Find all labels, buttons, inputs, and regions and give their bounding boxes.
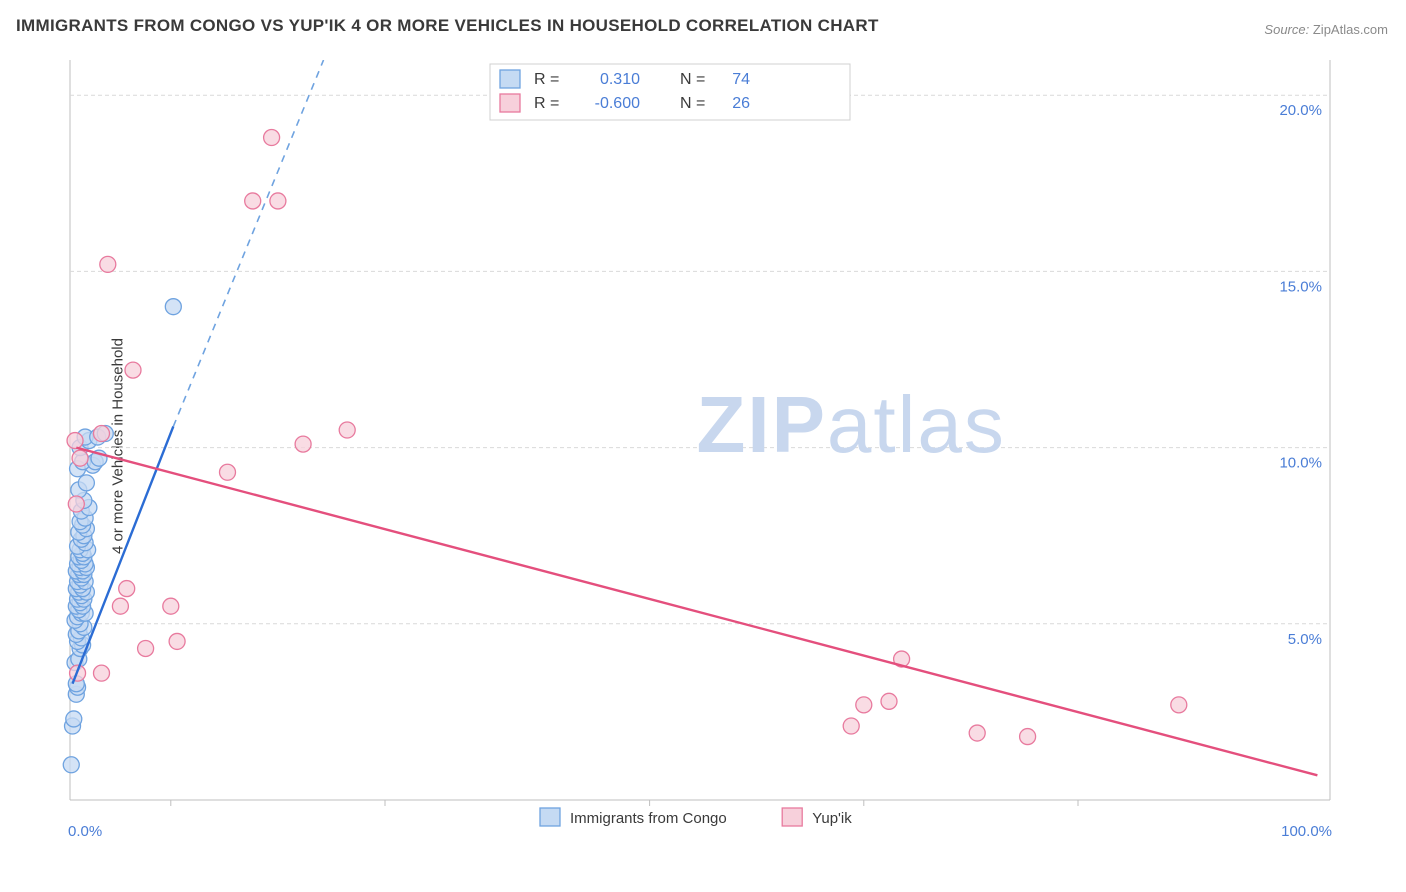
source-attribution: Source: ZipAtlas.com xyxy=(1264,22,1388,37)
svg-text:26: 26 xyxy=(732,95,750,112)
svg-text:100.0%: 100.0% xyxy=(1281,823,1332,840)
source-value: ZipAtlas.com xyxy=(1313,22,1388,37)
svg-text:-0.600: -0.600 xyxy=(595,95,640,112)
chart-svg: 5.0% 10.0% 15.0% 20.0% 0.0% 100.0% ZIPatlas R =… xyxy=(50,60,1350,860)
svg-text:N =: N = xyxy=(680,95,705,112)
svg-text:ZIPatlas: ZIPatlas xyxy=(696,380,1005,469)
svg-text:0.0%: 0.0% xyxy=(68,823,102,840)
svg-text:20.0%: 20.0% xyxy=(1279,102,1322,119)
svg-text:0.310: 0.310 xyxy=(600,71,640,88)
svg-text:Yup'ik: Yup'ik xyxy=(812,810,852,827)
svg-text:15.0%: 15.0% xyxy=(1279,278,1322,295)
svg-text:10.0%: 10.0% xyxy=(1279,455,1322,472)
correlation-chart: 5.0% 10.0% 15.0% 20.0% 0.0% 100.0% ZIPatlas R =… xyxy=(50,60,1350,840)
svg-text:R =: R = xyxy=(534,95,559,112)
source-label: Source: xyxy=(1264,22,1309,37)
chart-title: IMMIGRANTS FROM CONGO VS YUP'IK 4 OR MOR… xyxy=(16,16,879,36)
svg-text:R =: R = xyxy=(534,71,559,88)
svg-text:5.0%: 5.0% xyxy=(1288,631,1322,648)
svg-text:74: 74 xyxy=(732,71,750,88)
svg-text:Immigrants from Congo: Immigrants from Congo xyxy=(570,810,727,827)
svg-text:N =: N = xyxy=(680,71,705,88)
